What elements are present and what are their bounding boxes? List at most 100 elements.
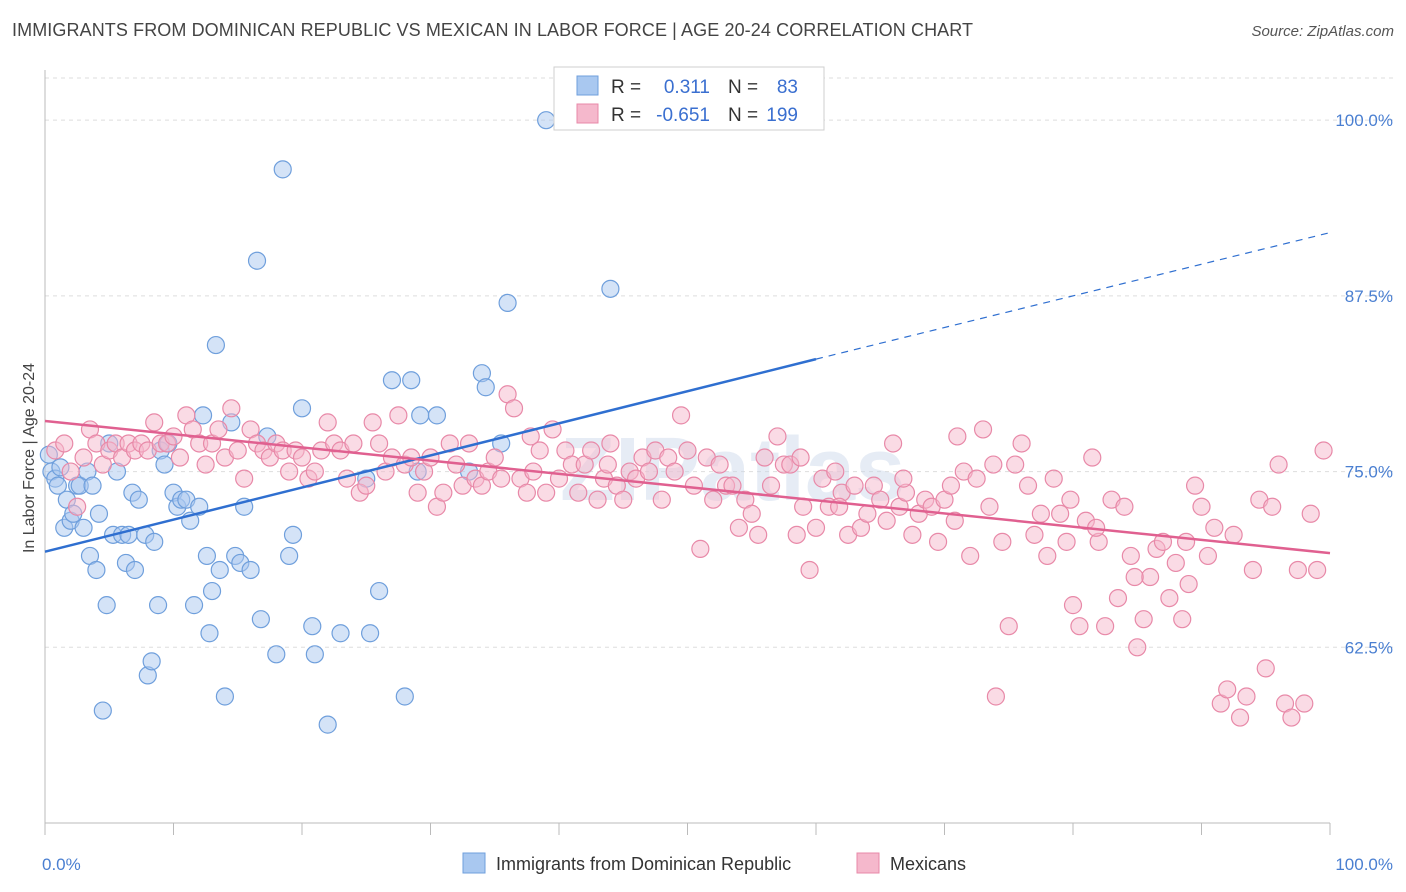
dominican-point	[537, 111, 556, 130]
dominican-point	[273, 160, 292, 179]
mexican-point	[222, 399, 241, 418]
chart-title: IMMIGRANTS FROM DOMINICAN REPUBLIC VS ME…	[12, 20, 974, 40]
mexican-point	[993, 532, 1012, 551]
mexican-point	[1115, 497, 1134, 516]
mexican-point	[196, 455, 215, 474]
dominican-point	[145, 532, 164, 551]
dominican-point	[184, 596, 204, 615]
dominican-point	[241, 560, 260, 580]
mexican-point	[1308, 560, 1327, 580]
mexican-point	[723, 476, 742, 495]
dominican-point	[215, 687, 234, 706]
mexican-point	[945, 511, 964, 530]
mexican-point	[984, 455, 1003, 474]
mexican-point	[1038, 546, 1057, 566]
mexican-point	[1057, 532, 1076, 551]
dominican-point	[97, 596, 116, 615]
mexican-point	[170, 448, 190, 467]
mexican-point	[1295, 694, 1314, 713]
mexican-point	[1224, 525, 1243, 544]
mexican-point	[1198, 546, 1218, 566]
legend-n-value-2: 199	[766, 105, 798, 126]
mexican-point	[1288, 560, 1307, 580]
dominican-point	[93, 701, 112, 720]
dominican-point	[331, 624, 350, 643]
series-mexican-points	[46, 385, 1333, 727]
dominican-point	[197, 546, 217, 566]
mexican-point	[1176, 532, 1196, 551]
mexican-point	[749, 525, 768, 544]
mexican-point	[74, 448, 93, 467]
x-tick-label-1: 100.0%	[1335, 855, 1393, 874]
mexican-point	[1083, 448, 1102, 467]
dominican-point	[292, 399, 312, 418]
trend-lines	[44, 232, 1331, 555]
mexican-point	[504, 399, 524, 418]
mexican-point	[704, 490, 723, 509]
mexican-point	[1063, 596, 1083, 615]
legend-r-value-1: 0.311	[664, 77, 710, 98]
bottom-legend-label-2: Mexicans	[890, 854, 966, 874]
dominican-point	[193, 406, 213, 425]
mexican-point	[652, 490, 671, 509]
legend-n-label-2: N =	[728, 105, 758, 126]
mexican-point	[791, 448, 810, 467]
mexican-point	[408, 483, 427, 502]
mexican-point	[1006, 455, 1025, 474]
mexican-point	[980, 497, 999, 516]
bottom-legend-swatch-pink	[856, 852, 880, 874]
legend-n-label-1: N =	[728, 77, 758, 98]
mexican-point	[614, 490, 633, 509]
y-tick-label: 100.0%	[1335, 111, 1393, 130]
legend-r-label-1: R =	[611, 77, 641, 98]
mexican-point	[292, 448, 312, 467]
mexican-point	[742, 504, 761, 523]
mexican-point	[209, 420, 228, 439]
mexican-point	[1218, 680, 1237, 699]
mexican-point	[691, 539, 710, 558]
mexican-point	[967, 469, 986, 488]
trend-line-dominican-extrapolated	[815, 232, 1331, 360]
dominican-point	[305, 645, 324, 664]
mexican-point	[678, 441, 697, 460]
mexican-point	[1263, 497, 1282, 516]
dominican-point	[125, 560, 145, 580]
mexican-point	[1044, 469, 1063, 488]
mexican-point	[1173, 610, 1192, 629]
mexican-point	[145, 413, 164, 432]
legend-r-value-2: -0.651	[656, 105, 710, 126]
mexican-point	[787, 525, 806, 544]
mexican-point	[671, 406, 691, 425]
dominican-point	[361, 624, 380, 643]
mexican-point	[1256, 659, 1275, 678]
bottom-legend-swatch-blue	[462, 852, 486, 874]
mexican-point	[941, 476, 961, 495]
dominican-point	[83, 476, 102, 495]
dominican-point	[129, 490, 148, 509]
mexican-point	[228, 441, 247, 460]
mexican-point	[729, 518, 749, 537]
mexican-point	[684, 476, 704, 495]
mexican-point	[1230, 708, 1250, 727]
mexican-point	[948, 427, 967, 446]
mexican-point	[305, 462, 324, 481]
mexican-point	[1121, 546, 1140, 566]
bottom-legend: Immigrants from Dominican Republic Mexic…	[462, 852, 966, 874]
mexican-point	[1269, 455, 1288, 474]
dominican-point	[48, 476, 67, 495]
mexican-point	[582, 441, 601, 460]
mexican-point	[1018, 476, 1038, 495]
mexican-point	[1237, 687, 1256, 706]
dominican-point	[395, 687, 414, 706]
mexican-point	[961, 546, 980, 566]
mexican-point	[1096, 617, 1115, 636]
mexican-point	[235, 469, 254, 488]
mexican-point	[569, 483, 588, 502]
mexican-point	[883, 434, 903, 453]
mexican-point	[806, 518, 826, 537]
dominican-point	[267, 645, 286, 664]
legend-n-value-1: 83	[777, 77, 798, 98]
legend-r-label-2: R =	[611, 105, 641, 126]
mexican-point	[357, 476, 376, 495]
